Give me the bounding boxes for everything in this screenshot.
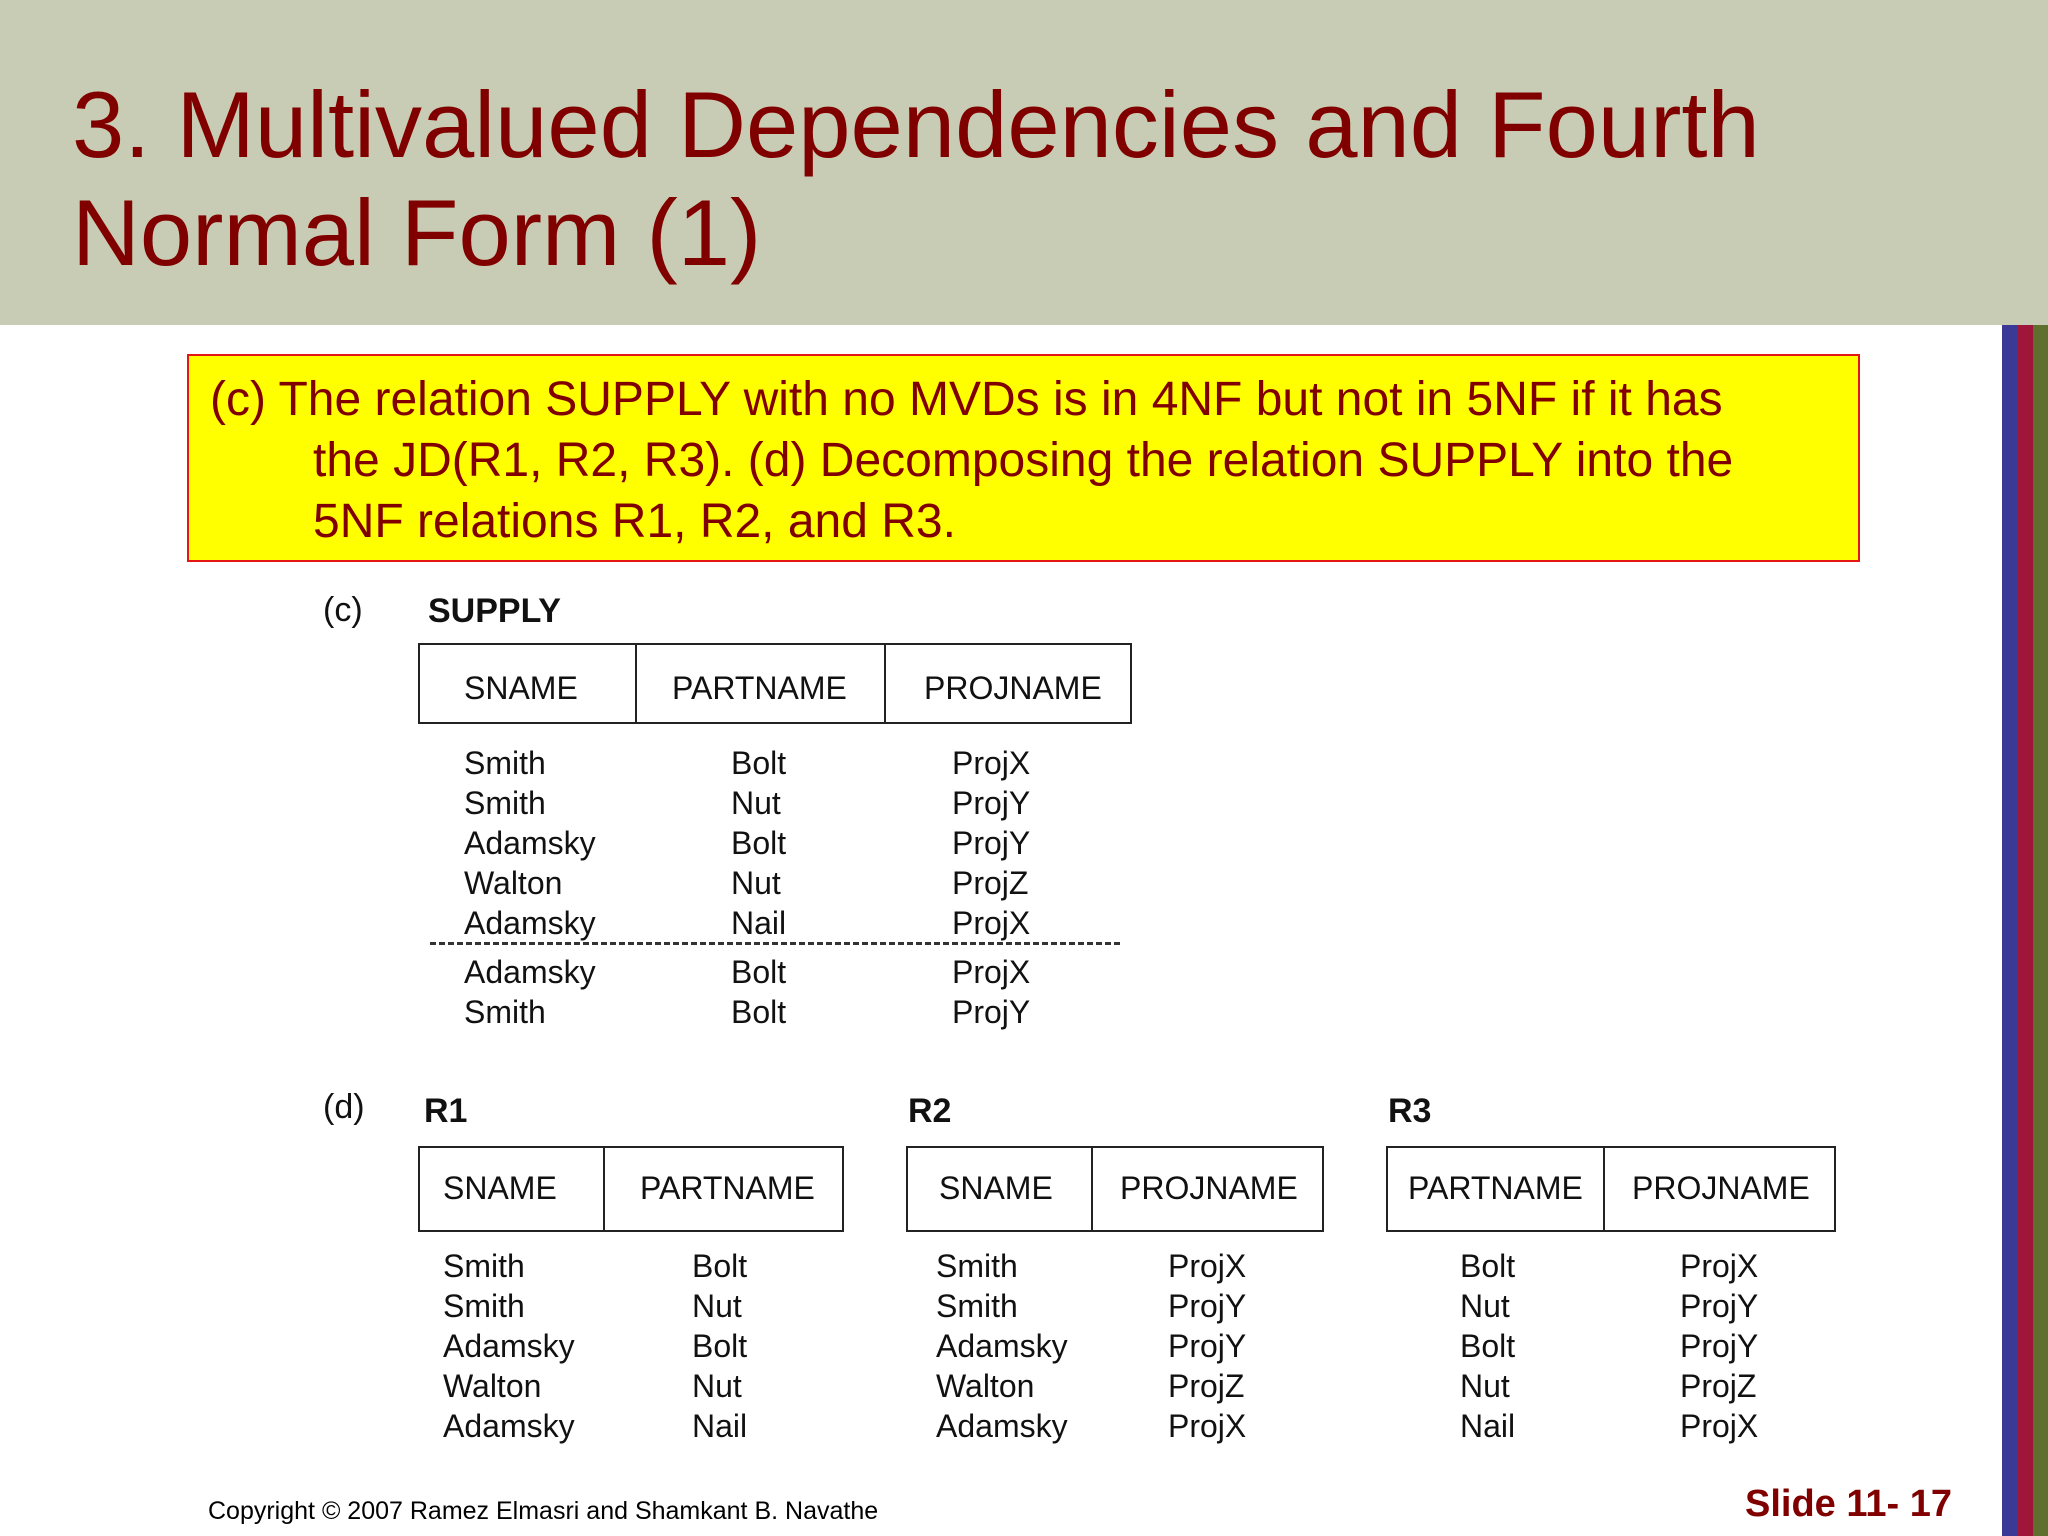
side-stripe-blue xyxy=(2002,325,2018,1536)
table-cell: Nail xyxy=(692,1408,748,1444)
table-cell: ProjY xyxy=(952,785,1031,821)
table-cell: ProjZ xyxy=(952,865,1029,901)
table-cell: Smith xyxy=(936,1288,1018,1324)
supply-relation-name: SUPPLY xyxy=(428,592,561,630)
table-cell: ProjY xyxy=(952,825,1031,861)
table-cell: Nut xyxy=(1460,1368,1510,1404)
table-cell: ProjZ xyxy=(1168,1368,1245,1404)
table-cell: ProjY xyxy=(1680,1288,1759,1324)
table-cell: Nut xyxy=(692,1288,742,1324)
r1-col-partname: PARTNAME xyxy=(640,1170,815,1206)
table-cell: Adamsky xyxy=(936,1328,1068,1364)
table-cell: Smith xyxy=(464,785,546,821)
table-cell: Walton xyxy=(936,1368,1035,1404)
table-cell: Bolt xyxy=(692,1328,748,1364)
table-cell: Bolt xyxy=(692,1248,748,1284)
table-cell: Nail xyxy=(731,905,787,941)
r2-header-box xyxy=(906,1146,1324,1232)
r2-col-sname: SNAME xyxy=(939,1170,1053,1206)
table-cell: ProjZ xyxy=(1680,1368,1757,1404)
table-cell: Adamsky xyxy=(464,825,596,861)
table-cell: ProjY xyxy=(1168,1288,1247,1324)
table-cell: Smith xyxy=(443,1248,525,1284)
slide-number: Slide 11- 17 xyxy=(1745,1483,1953,1525)
table-cell: Nut xyxy=(692,1368,742,1404)
table-cell: ProjY xyxy=(952,994,1031,1030)
dashed-separator xyxy=(430,942,1120,945)
r1-header-box xyxy=(418,1146,844,1232)
side-stripe-red xyxy=(2018,325,2033,1536)
side-stripe-olive xyxy=(2033,325,2048,1536)
table-cell: Bolt xyxy=(1460,1328,1516,1364)
table-cell: ProjX xyxy=(952,745,1031,781)
supply-col-partname: PARTNAME xyxy=(672,670,847,706)
table-cell: Bolt xyxy=(731,825,787,861)
table-cell: ProjX xyxy=(1168,1408,1247,1444)
supply-col-projname: PROJNAME xyxy=(924,670,1102,706)
table-cell: ProjY xyxy=(1680,1328,1759,1364)
slide-title-line-1: 3. Multivalued Dependencies and Fourth xyxy=(72,72,1760,177)
figure-d-label: (d) xyxy=(323,1088,365,1126)
table-cell: Walton xyxy=(464,865,563,901)
table-cell: Adamsky xyxy=(936,1408,1068,1444)
table-cell: Adamsky xyxy=(443,1408,575,1444)
slide-title-line-2: Normal Form (1) xyxy=(72,180,762,285)
caption-line-1: (c) The relation SUPPLY with no MVDs is … xyxy=(210,373,1723,426)
table-cell: Smith xyxy=(464,994,546,1030)
column-divider xyxy=(635,645,637,722)
table-cell: Bolt xyxy=(731,954,787,990)
column-divider xyxy=(603,1148,605,1230)
table-cell: Smith xyxy=(464,745,546,781)
table-cell: ProjX xyxy=(1680,1408,1759,1444)
table-cell: Bolt xyxy=(731,994,787,1030)
table-cell: Smith xyxy=(443,1288,525,1324)
table-cell: ProjX xyxy=(952,954,1031,990)
table-cell: ProjY xyxy=(1168,1328,1247,1364)
r1-col-sname: SNAME xyxy=(443,1170,557,1206)
table-cell: Adamsky xyxy=(464,905,596,941)
table-cell: Adamsky xyxy=(443,1328,575,1364)
r2-relation-name: R2 xyxy=(908,1092,952,1130)
table-cell: ProjX xyxy=(1168,1248,1247,1284)
table-cell: Bolt xyxy=(1460,1248,1516,1284)
r3-col-partname: PARTNAME xyxy=(1408,1170,1583,1206)
table-cell: Nut xyxy=(731,865,781,901)
table-cell: Walton xyxy=(443,1368,542,1404)
table-cell: ProjX xyxy=(952,905,1031,941)
caption-line-2: the JD(R1, R2, R3). (d) Decomposing the … xyxy=(313,434,1734,487)
r1-relation-name: R1 xyxy=(424,1092,468,1130)
column-divider xyxy=(1603,1148,1605,1230)
table-cell: Nut xyxy=(731,785,781,821)
table-cell: ProjX xyxy=(1680,1248,1759,1284)
r2-col-projname: PROJNAME xyxy=(1120,1170,1298,1206)
table-cell: Smith xyxy=(936,1248,1018,1284)
r3-relation-name: R3 xyxy=(1388,1092,1432,1130)
copyright-notice: Copyright © 2007 Ramez Elmasri and Shamk… xyxy=(208,1497,879,1525)
figure-c-label: (c) xyxy=(323,591,363,629)
supply-header-box xyxy=(418,643,1132,724)
supply-col-sname: SNAME xyxy=(464,670,578,706)
table-cell: Bolt xyxy=(731,745,787,781)
caption-callout: (c) The relation SUPPLY with no MVDs is … xyxy=(187,354,1860,562)
title-bar: 3. Multivalued Dependencies and Fourth N… xyxy=(0,0,2048,325)
table-cell: Nail xyxy=(1460,1408,1516,1444)
table-cell: Adamsky xyxy=(464,954,596,990)
column-divider xyxy=(884,645,886,722)
caption-line-3: 5NF relations R1, R2, and R3. xyxy=(313,495,956,548)
table-cell: Nut xyxy=(1460,1288,1510,1324)
column-divider xyxy=(1091,1148,1093,1230)
r3-header-box xyxy=(1386,1146,1836,1232)
r3-col-projname: PROJNAME xyxy=(1632,1170,1810,1206)
